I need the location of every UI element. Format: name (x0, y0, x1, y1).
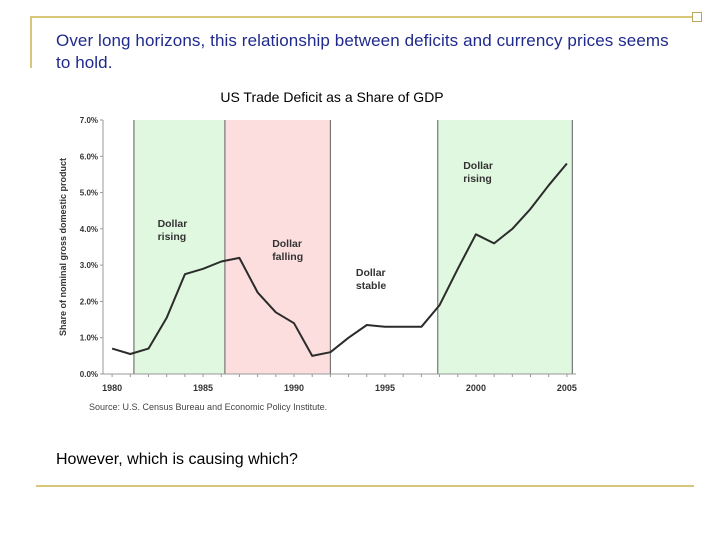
region-label: rising (158, 231, 187, 243)
slide-question: However, which is causing which? (56, 451, 298, 468)
region-0 (133, 120, 225, 374)
x-tick-label: 1990 (284, 383, 304, 393)
x-tick-label: 2000 (466, 383, 486, 393)
region-3 (437, 120, 573, 374)
y-tick-label: 3.0% (80, 261, 98, 270)
region-2 (330, 120, 438, 374)
chart-title: US Trade Deficit as a Share of GDP (220, 89, 444, 105)
left-rule (30, 16, 32, 68)
x-tick-label: 1985 (193, 383, 213, 393)
y-tick-label: 6.0% (80, 152, 98, 161)
series-line (111, 162, 568, 357)
x-tick-label: 1995 (375, 383, 395, 393)
corner-box (692, 12, 702, 22)
y-tick-label: 5.0% (80, 189, 98, 198)
y-tick-label: 4.0% (80, 225, 98, 234)
chart-source: Source: U.S. Census Bureau and Economic … (89, 402, 328, 412)
region-label: rising (463, 173, 492, 185)
region-1 (224, 120, 331, 374)
region-label: Dollar (272, 238, 302, 250)
y-axis-label: Share of nominal gross domestic product (58, 158, 68, 336)
y-tick-label: 0.0% (80, 370, 98, 379)
region-label: Dollar (463, 160, 493, 172)
slide-heading: Over long horizons, this relationship be… (56, 31, 669, 72)
region-label: Dollar (356, 267, 386, 279)
y-tick-label: 1.0% (80, 334, 98, 343)
y-tick-label: 2.0% (80, 297, 98, 306)
bottom-rule (36, 485, 694, 487)
y-tick-label: 7.0% (80, 116, 98, 125)
x-tick-label: 1980 (102, 383, 122, 393)
region-label: stable (356, 280, 387, 292)
region-label: Dollar (158, 218, 188, 230)
top-rule (30, 16, 694, 18)
x-tick-label: 2005 (557, 383, 577, 393)
region-label: falling (272, 251, 303, 263)
